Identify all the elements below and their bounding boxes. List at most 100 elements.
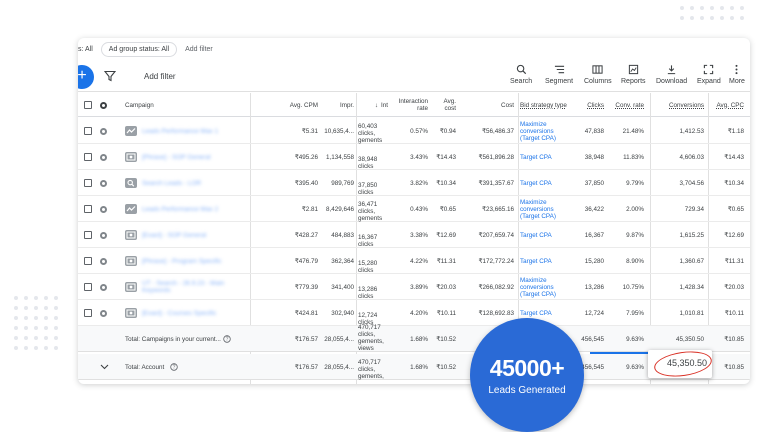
collapse-chevron-icon[interactable] [100,354,112,380]
enabled-status-icon[interactable] [100,309,107,317]
header-avg-cpm[interactable]: Avg. CPM [289,101,318,109]
row-checkbox[interactable] [84,179,92,187]
chevron-down-icon[interactable] [100,364,109,370]
table-row[interactable]: [Exact] - SOP General ₹428.27 484,883 3.38%… [78,222,750,248]
status-filter-chip[interactable]: s: All [78,45,93,53]
header-conversions[interactable]: Conversions [669,101,704,109]
decorative-dot [54,326,58,330]
campaign-name-link[interactable]: Leads Performance Max 1 [142,127,219,135]
filter-chips: s: All Ad group status: All Add filter [78,40,213,58]
search-tool-button[interactable]: Search [510,64,532,85]
header-avg-cpc[interactable]: Avg. CPC [716,101,744,109]
more-tool-button[interactable]: More [729,64,745,85]
campaign-name-link[interactable]: [Phrase] - Program Specific [142,257,222,265]
campaign-name-link[interactable]: [Exact] - Courses Specific [142,309,217,317]
filter-icon[interactable] [104,70,116,82]
row-status-cell[interactable] [100,274,110,300]
row-select-cell[interactable] [84,170,94,196]
campaign-name-link[interactable]: Leads Performance Max 2 [142,205,219,213]
table-row[interactable]: Leads Performance Max 1 ₹5.31 10,635,4... 0… [78,118,750,144]
tool-label: More [729,78,745,85]
row-select-cell[interactable] [84,222,94,248]
decorative-dot [54,296,58,300]
enabled-status-icon[interactable] [100,205,107,213]
row-select-cell[interactable] [84,144,94,170]
cell-cost: ₹172,772.24 [478,257,514,265]
download-tool-button[interactable]: Download [656,64,687,85]
row-status-cell[interactable] [100,170,110,196]
header-int[interactable]: ↓ Int [360,93,388,117]
sort-arrow-icon: ↓ [374,101,378,109]
decorative-dot [14,316,18,320]
header-impr[interactable]: Impr. [340,101,354,109]
total-avg-cost: ₹10.52 [436,335,456,343]
row-checkbox[interactable] [84,283,92,291]
table-row[interactable]: Search Leads - LOR ₹395.40 989,769 3.82% ₹10… [78,170,750,196]
cell-cost: ₹391,357.67 [478,179,514,187]
add-campaign-button[interactable]: + [78,65,94,89]
cell-interactions-line: clicks [358,267,374,274]
row-checkbox[interactable] [84,153,92,161]
expand-tool-button[interactable]: Expand [697,64,721,85]
cell-interactions: 13,286 clicks [358,274,386,300]
row-checkbox[interactable] [84,309,92,317]
row-select-cell[interactable] [84,300,94,326]
header-avg-cost[interactable]: Avg. cost [443,98,457,112]
decorative-dot [44,296,48,300]
cell-avg-cpc: ₹11.31 [724,257,744,265]
enabled-status-icon[interactable] [100,257,107,265]
table-row[interactable]: [Phrase] - SOP General ₹495.26 1,134,558 3.… [78,144,750,170]
row-checkbox[interactable] [84,257,92,265]
reports-tool-button[interactable]: Reports [621,64,646,85]
header-bid-strategy[interactable]: Bid strategy type [520,101,567,109]
decorative-dots-bottom-left [14,296,58,350]
header-interaction-rate[interactable]: Interaction rate [398,98,428,112]
table-row[interactable]: UT - Search - 26.9.23 - Main Keywords ₹77… [78,274,750,300]
row-status-cell[interactable] [100,300,110,326]
header-clicks[interactable]: Clicks [587,101,604,109]
chip-add-filter[interactable]: Add filter [185,45,213,53]
decorative-dot [24,296,28,300]
row-status-cell[interactable] [100,222,110,248]
row-checkbox[interactable] [84,205,92,213]
enabled-status-icon[interactable] [100,283,107,291]
row-select-cell[interactable] [84,196,94,222]
campaign-name-link[interactable]: [Phrase] - SOP General [142,153,211,161]
campaign-type-cell [125,196,139,222]
row-select-cell[interactable] [84,274,94,300]
row-select-cell[interactable] [84,248,94,274]
select-all-cell[interactable] [84,93,92,117]
row-checkbox[interactable] [84,127,92,135]
cell-bid-strategy: Target CPA [520,248,574,274]
row-status-cell[interactable] [100,144,110,170]
segment-tool-button[interactable]: Segment [545,64,573,85]
add-filter-button[interactable]: Add filter [144,72,176,81]
campaign-name-link[interactable]: Search Leads - LOR [142,179,202,187]
svg-text:?: ? [226,337,229,343]
cell-bid-strategy-line: Target CPA [520,257,552,265]
enabled-status-icon[interactable] [100,231,107,239]
header-conv-rate[interactable]: Conv. rate [615,101,644,109]
enabled-status-icon[interactable] [100,153,107,161]
table-row[interactable]: Leads Performance Max 2 ₹2.81 8,429,646 0.4… [78,196,750,222]
row-select-cell[interactable] [84,118,94,144]
header-cost[interactable]: Cost [501,101,514,109]
row-checkbox[interactable] [84,231,92,239]
help-icon[interactable]: ? [170,354,178,380]
row-status-cell[interactable] [100,196,110,222]
table-row[interactable]: [Exact] - Courses Specific ₹424.81 302,940… [78,300,750,326]
campaign-name-link[interactable]: UT - Search - 26.9.23 - Main Keywords [142,280,225,294]
row-status-cell[interactable] [100,248,110,274]
cell-cost: ₹56,486.37 [481,127,514,135]
row-status-cell[interactable] [100,118,110,144]
columns-tool-button[interactable]: Columns [584,64,612,85]
campaign-name-link[interactable]: [Exact] - SOP General [142,231,207,239]
cell-bid-strategy-line: Target CPA [520,309,552,317]
enabled-status-icon[interactable] [100,179,107,187]
table-row[interactable]: [Phrase] - Program Specific ₹476.79 362,36… [78,248,750,274]
enabled-status-icon[interactable] [100,127,107,135]
ad-group-status-chip[interactable]: Ad group status: All [100,41,178,57]
header-campaign[interactable]: Campaign [125,101,154,109]
help-icon[interactable]: ? [223,326,231,352]
select-all-checkbox[interactable] [84,101,92,109]
